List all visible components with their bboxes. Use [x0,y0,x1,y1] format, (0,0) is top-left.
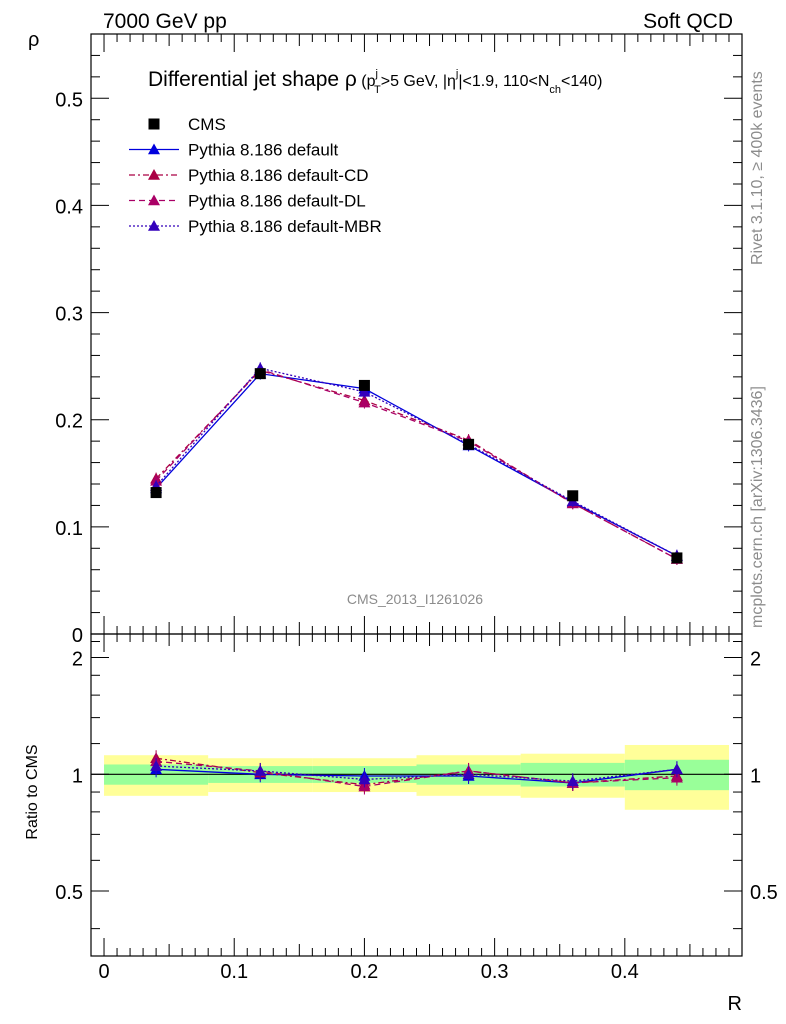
x-tick-labels: 0 0.1 0.2 0.3 0.4 [98,961,638,983]
legend-marker [148,169,160,180]
series-point [358,385,371,397]
ratio-y-tick-label: 2 [72,649,83,671]
data-point [463,438,475,450]
series-point [358,396,371,408]
legend-marker [148,118,160,130]
x-tick-label: 0.3 [481,961,509,983]
ratio-point [254,764,267,776]
ratio-panel: 0.5 0.5 1 1 2 2 0 0.1 0.2 0.3 0.4 Ratio to CMS R [24,633,778,1015]
main-title: Differential jet shape ρ (pj T>5 GeV, |ηj… [148,68,602,96]
main-y-tick-label: 0 [72,625,83,647]
ratio-y-tick-labels: 0.5 0.5 1 1 2 2 [55,649,778,905]
legend-label: CMS [188,115,226,134]
ratio-point [150,760,163,771]
header-left: 7000 GeV pp [103,10,227,33]
main-data-points [150,368,683,564]
ratio-y-tick-label: 1 [72,765,83,787]
legend-label: Pythia 8.186 default-DL [188,192,366,211]
legend-marker [148,194,160,206]
ratio-y-tick-label-right: 0.5 [750,882,778,904]
ratio-point [462,768,475,780]
ratio-frame [90,633,743,957]
series-line [155,372,678,557]
ratio-series [150,750,683,795]
main-series [150,362,683,565]
main-y-tick-label: 0.2 [55,411,83,433]
legend-label: Pythia 8.186 default [188,141,339,160]
ratio-series-line [156,765,677,782]
main-axis-ticks [91,33,742,635]
legend-label: Pythia 8.186 default-CD [188,166,369,185]
x-axis-label: R [728,993,742,1015]
x-tick-label: 0 [98,961,109,983]
mcplots-label: mcplots.cern.ch [arXiv:1306.3436] [749,386,766,628]
main-y-tick-label: 0.3 [55,304,83,326]
main-y-tick-labels: 0 0.1 0.2 0.3 0.4 0.5 [55,89,83,647]
main-y-tick-label: 0.4 [55,196,83,218]
header-right: Soft QCD [643,10,733,33]
rivet-label: Rivet 3.1.10, ≥ 400k events [749,71,766,265]
ratio-point [566,775,579,786]
ratio-y-axis-label: Ratio to CMS [24,744,41,839]
main-y-axis-label: ρ [28,29,39,51]
ratio-y-tick-label-right: 2 [750,649,761,671]
x-tick-label: 0.2 [351,961,379,983]
data-point [150,487,162,499]
ratio-series-line [156,768,677,784]
data-point [358,379,370,391]
ratio-point [670,763,683,775]
data-point [671,552,683,564]
ratio-point [358,773,371,785]
ratio-axis-ticks [91,634,742,956]
legend: CMS Pythia 8.186 default Pythia 8.186 defa… [129,115,382,236]
data-point [567,490,579,502]
main-y-tick-label: 0.1 [55,518,83,540]
analysis-watermark: CMS_2013_I1261026 [347,591,483,607]
data-point [254,368,266,380]
legend-label: Pythia 8.186 default-MBR [188,217,382,236]
ratio-y-tick-label-right: 1 [750,765,761,787]
legend-marker [148,220,160,231]
ratio-y-tick-label: 0.5 [55,882,83,904]
legend-marker [148,143,160,155]
main-panel: 0 0.1 0.2 0.3 0.4 0.5 ρ Differential jet shap… [28,29,743,647]
main-y-tick-label: 0.5 [55,89,83,111]
ratio-series-line [156,760,677,788]
series-line [155,368,678,560]
ratio-series-line [156,757,677,786]
x-tick-label: 0.4 [611,961,639,983]
x-tick-label: 0.1 [220,961,248,983]
